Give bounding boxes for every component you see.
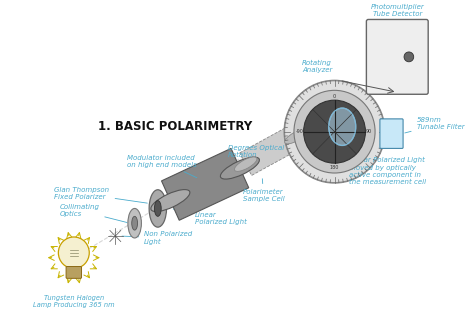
Text: Polarimeter
Sample Cell: Polarimeter Sample Cell: [243, 179, 284, 202]
Ellipse shape: [329, 108, 356, 146]
FancyBboxPatch shape: [380, 119, 403, 149]
Ellipse shape: [220, 157, 259, 179]
FancyBboxPatch shape: [366, 20, 428, 94]
Circle shape: [294, 90, 375, 173]
Ellipse shape: [235, 157, 257, 171]
Text: 90: 90: [366, 129, 373, 134]
Ellipse shape: [151, 189, 190, 212]
Text: Non Polarized
Light: Non Polarized Light: [122, 231, 192, 244]
Text: Linear
Polarized Light: Linear Polarized Light: [173, 209, 246, 225]
Text: -90: -90: [296, 129, 304, 134]
Circle shape: [304, 100, 365, 163]
Ellipse shape: [285, 129, 307, 144]
Text: Modulator included
on high end models: Modulator included on high end models: [127, 155, 197, 178]
Polygon shape: [240, 125, 302, 176]
FancyBboxPatch shape: [66, 266, 82, 278]
Text: Degrees Optical
Rotation: Degrees Optical Rotation: [228, 145, 291, 158]
Text: 180: 180: [330, 164, 339, 170]
Ellipse shape: [149, 190, 166, 227]
Circle shape: [284, 81, 385, 183]
Circle shape: [404, 52, 414, 62]
Text: 589nm
Tunable Filter: 589nm Tunable Filter: [405, 117, 464, 133]
Ellipse shape: [132, 216, 137, 230]
Text: Linear Polarized Light
moved by optically
active component in
the measurement ce: Linear Polarized Light moved by opticall…: [323, 150, 426, 185]
Ellipse shape: [128, 208, 141, 238]
Text: Photomultiplier
Tube Detector: Photomultiplier Tube Detector: [370, 5, 424, 18]
Text: Tungsten Halogen
Lamp Producing 365 nm: Tungsten Halogen Lamp Producing 365 nm: [33, 295, 115, 308]
Circle shape: [58, 237, 89, 268]
Text: Rotating
Analyzer: Rotating Analyzer: [302, 59, 332, 72]
Text: Collimating
Optics: Collimating Optics: [59, 204, 127, 223]
Text: Glan Thompson
Fixed Polarizer: Glan Thompson Fixed Polarizer: [55, 187, 147, 203]
Polygon shape: [162, 149, 249, 220]
Text: 1. BASIC POLARIMETRY: 1. BASIC POLARIMETRY: [98, 120, 252, 133]
Ellipse shape: [155, 201, 161, 216]
Text: 0: 0: [333, 94, 336, 99]
